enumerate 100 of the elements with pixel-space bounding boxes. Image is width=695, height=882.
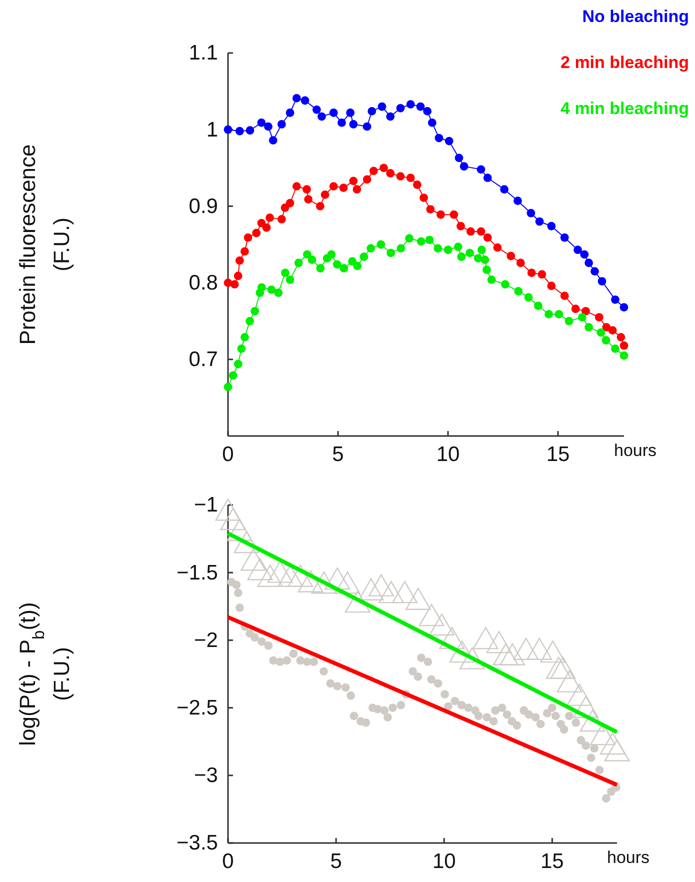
y-axis-title: Protein fluorescence (F.U.): [15, 144, 74, 345]
point: [477, 246, 486, 254]
point: [538, 270, 546, 279]
x-tick-label: 0: [222, 442, 234, 466]
point: [516, 258, 525, 268]
point: [598, 277, 606, 286]
point: [406, 100, 415, 109]
point: [362, 122, 372, 131]
point: [376, 240, 386, 249]
point: [584, 323, 593, 332]
point: [352, 185, 362, 194]
point: [584, 258, 593, 268]
y-tick-label: 0.8: [188, 272, 218, 295]
point: [339, 184, 348, 192]
point: [349, 120, 358, 128]
point: [380, 164, 388, 172]
point: [386, 248, 395, 258]
point: [620, 351, 628, 360]
point: [406, 174, 415, 182]
y-tick-label: 0.7: [188, 348, 218, 372]
point: [327, 250, 336, 259]
point: [582, 306, 590, 316]
point: [240, 247, 249, 256]
point: [304, 195, 312, 204]
point: [292, 182, 301, 190]
point: [560, 233, 569, 242]
point: [425, 236, 434, 244]
point: [560, 292, 569, 300]
text: 2 min bleaching: [560, 53, 689, 72]
point: [366, 244, 375, 253]
point: [426, 205, 435, 214]
point: [368, 107, 376, 116]
point: [281, 268, 290, 278]
point: [362, 175, 372, 184]
x-tick-label: 15: [540, 850, 564, 873]
point: [457, 252, 466, 261]
point: [312, 105, 321, 114]
point: [396, 172, 405, 181]
point: [277, 215, 286, 224]
point: [386, 169, 395, 178]
point: [434, 134, 444, 142]
point: [444, 246, 452, 254]
point: [514, 196, 522, 206]
point: [454, 154, 464, 162]
point: [294, 258, 303, 268]
y-tick-label: 1: [206, 118, 218, 142]
point: [534, 302, 542, 310]
point: [234, 360, 242, 368]
point: [264, 122, 272, 131]
point: [235, 126, 244, 136]
point: [476, 165, 486, 174]
point: [405, 234, 414, 243]
point: [547, 282, 556, 290]
point: [266, 214, 274, 222]
point: [348, 257, 356, 266]
point: [262, 223, 271, 232]
point: [482, 266, 491, 274]
point: [240, 332, 249, 342]
x-tick-label: 5: [330, 850, 342, 873]
x-tick-label: 15: [546, 442, 570, 466]
point: [230, 280, 239, 289]
point: [360, 252, 368, 261]
point: [466, 227, 475, 236]
point: [237, 344, 246, 353]
y-tick-label: −3: [194, 764, 218, 788]
point: [620, 303, 628, 312]
y-tick-label: 0.9: [188, 194, 218, 218]
point: [340, 264, 348, 272]
x-tick-label: 5: [332, 442, 344, 466]
point: [580, 250, 589, 259]
point: [608, 326, 617, 334]
point: [578, 313, 586, 322]
point: [506, 252, 516, 260]
point: [292, 94, 301, 102]
text: 4 min bleaching: [560, 99, 689, 118]
point: [257, 118, 266, 127]
point: [456, 222, 465, 230]
point: [235, 256, 244, 265]
point: [514, 287, 523, 296]
point: [302, 185, 311, 194]
point: [526, 208, 536, 218]
point: [286, 276, 294, 284]
point: [611, 295, 620, 304]
point: [320, 190, 330, 199]
point: [224, 278, 232, 287]
point: [274, 288, 283, 297]
point: [594, 313, 604, 322]
point: [450, 210, 458, 219]
point: [413, 180, 422, 189]
x-tick-label: 10: [436, 442, 460, 466]
point: [396, 104, 405, 112]
point: [466, 248, 474, 258]
point: [527, 268, 536, 278]
point: [396, 244, 406, 253]
point: [244, 233, 252, 242]
point: [474, 254, 482, 262]
point: [620, 341, 628, 350]
point: [268, 136, 278, 145]
point: [611, 344, 620, 353]
point: [483, 174, 492, 182]
